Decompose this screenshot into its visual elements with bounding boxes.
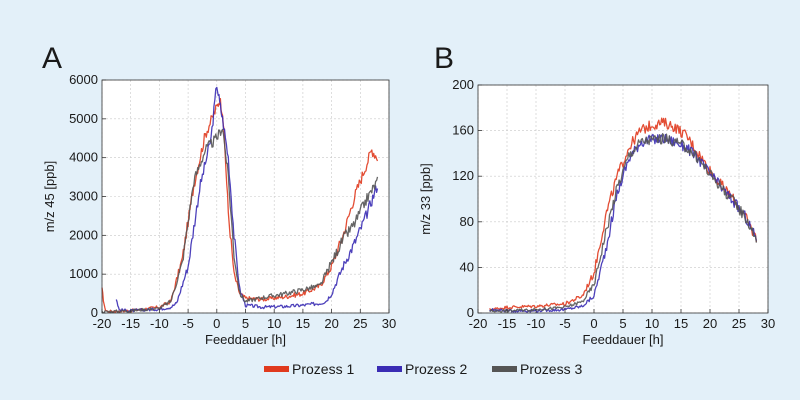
y-tick-label: 3000	[69, 189, 98, 204]
x-tick-label: -5	[182, 316, 194, 331]
x-tick-label: 5	[619, 316, 626, 331]
legend-label: Prozess 2	[405, 361, 467, 377]
x-tick-label: 15	[296, 316, 310, 331]
x-tick-label: 25	[732, 316, 746, 331]
x-tick-label: -20	[93, 316, 112, 331]
panel-letter: B	[434, 42, 454, 75]
y-tick-label: 120	[452, 168, 474, 183]
series-line-3	[101, 128, 379, 314]
legend-item-1: Prozess 1	[264, 361, 354, 377]
y-tick-label: 4000	[69, 150, 98, 165]
y-tick-label: 1000	[69, 266, 98, 281]
x-tick-label: 10	[645, 316, 659, 331]
x-tick-label: 0	[590, 316, 597, 331]
y-tick-label: 80	[460, 214, 474, 229]
x-tick-label: -15	[121, 316, 140, 331]
x-tick-label: -15	[498, 316, 517, 331]
y-tick-label: 6000	[69, 72, 98, 87]
legend-item-3: Prozess 3	[492, 361, 582, 377]
legend-item-2: Prozess 2	[377, 361, 467, 377]
legend-label: Prozess 3	[520, 361, 582, 377]
y-tick-label: 2000	[69, 227, 98, 242]
x-tick-label: -10	[527, 316, 546, 331]
x-axis-label: Feeddauer [h]	[583, 332, 664, 347]
legend-swatch	[264, 366, 289, 372]
y-axis-label: m/z 45 [ppb]	[42, 161, 57, 233]
x-tick-label: 0	[213, 316, 220, 331]
panel-letter: A	[42, 42, 62, 75]
y-axis-label: m/z 33 [ppb]	[418, 163, 433, 235]
x-tick-label: 30	[761, 316, 775, 331]
y-tick-label: 40	[460, 259, 474, 274]
legend: Prozess 1 Prozess 2 Prozess 3	[264, 361, 582, 377]
series-line-3	[489, 133, 758, 313]
y-tick-label: 200	[452, 77, 474, 92]
legend-label: Prozess 1	[292, 361, 354, 377]
y-tick-label: 0	[467, 305, 474, 320]
y-tick-label: 5000	[69, 111, 98, 126]
legend-swatch	[377, 366, 402, 372]
x-tick-label: 20	[324, 316, 338, 331]
x-tick-label: 30	[382, 316, 396, 331]
x-tick-label: -20	[469, 316, 488, 331]
x-tick-label: 10	[267, 316, 281, 331]
x-tick-label: -10	[150, 316, 169, 331]
x-tick-label: 25	[353, 316, 367, 331]
x-axis-label: Feeddauer [h]	[205, 332, 286, 347]
y-tick-label: 160	[452, 123, 474, 138]
x-tick-label: 15	[674, 316, 688, 331]
x-tick-label: 5	[242, 316, 249, 331]
y-tick-label: 0	[91, 305, 98, 320]
x-tick-label: 20	[703, 316, 717, 331]
legend-swatch	[492, 366, 517, 372]
panel-a: -20 -15 -10 -5 0 5 10 15 20 25 30 0 1000 2000 3000 4000…	[42, 42, 396, 347]
panel-b: -20 -15 -10 -5 0 5 10 15 20 25 30 0 40 80 120 160 200 Fee…	[418, 42, 775, 347]
x-tick-label: -5	[559, 316, 571, 331]
